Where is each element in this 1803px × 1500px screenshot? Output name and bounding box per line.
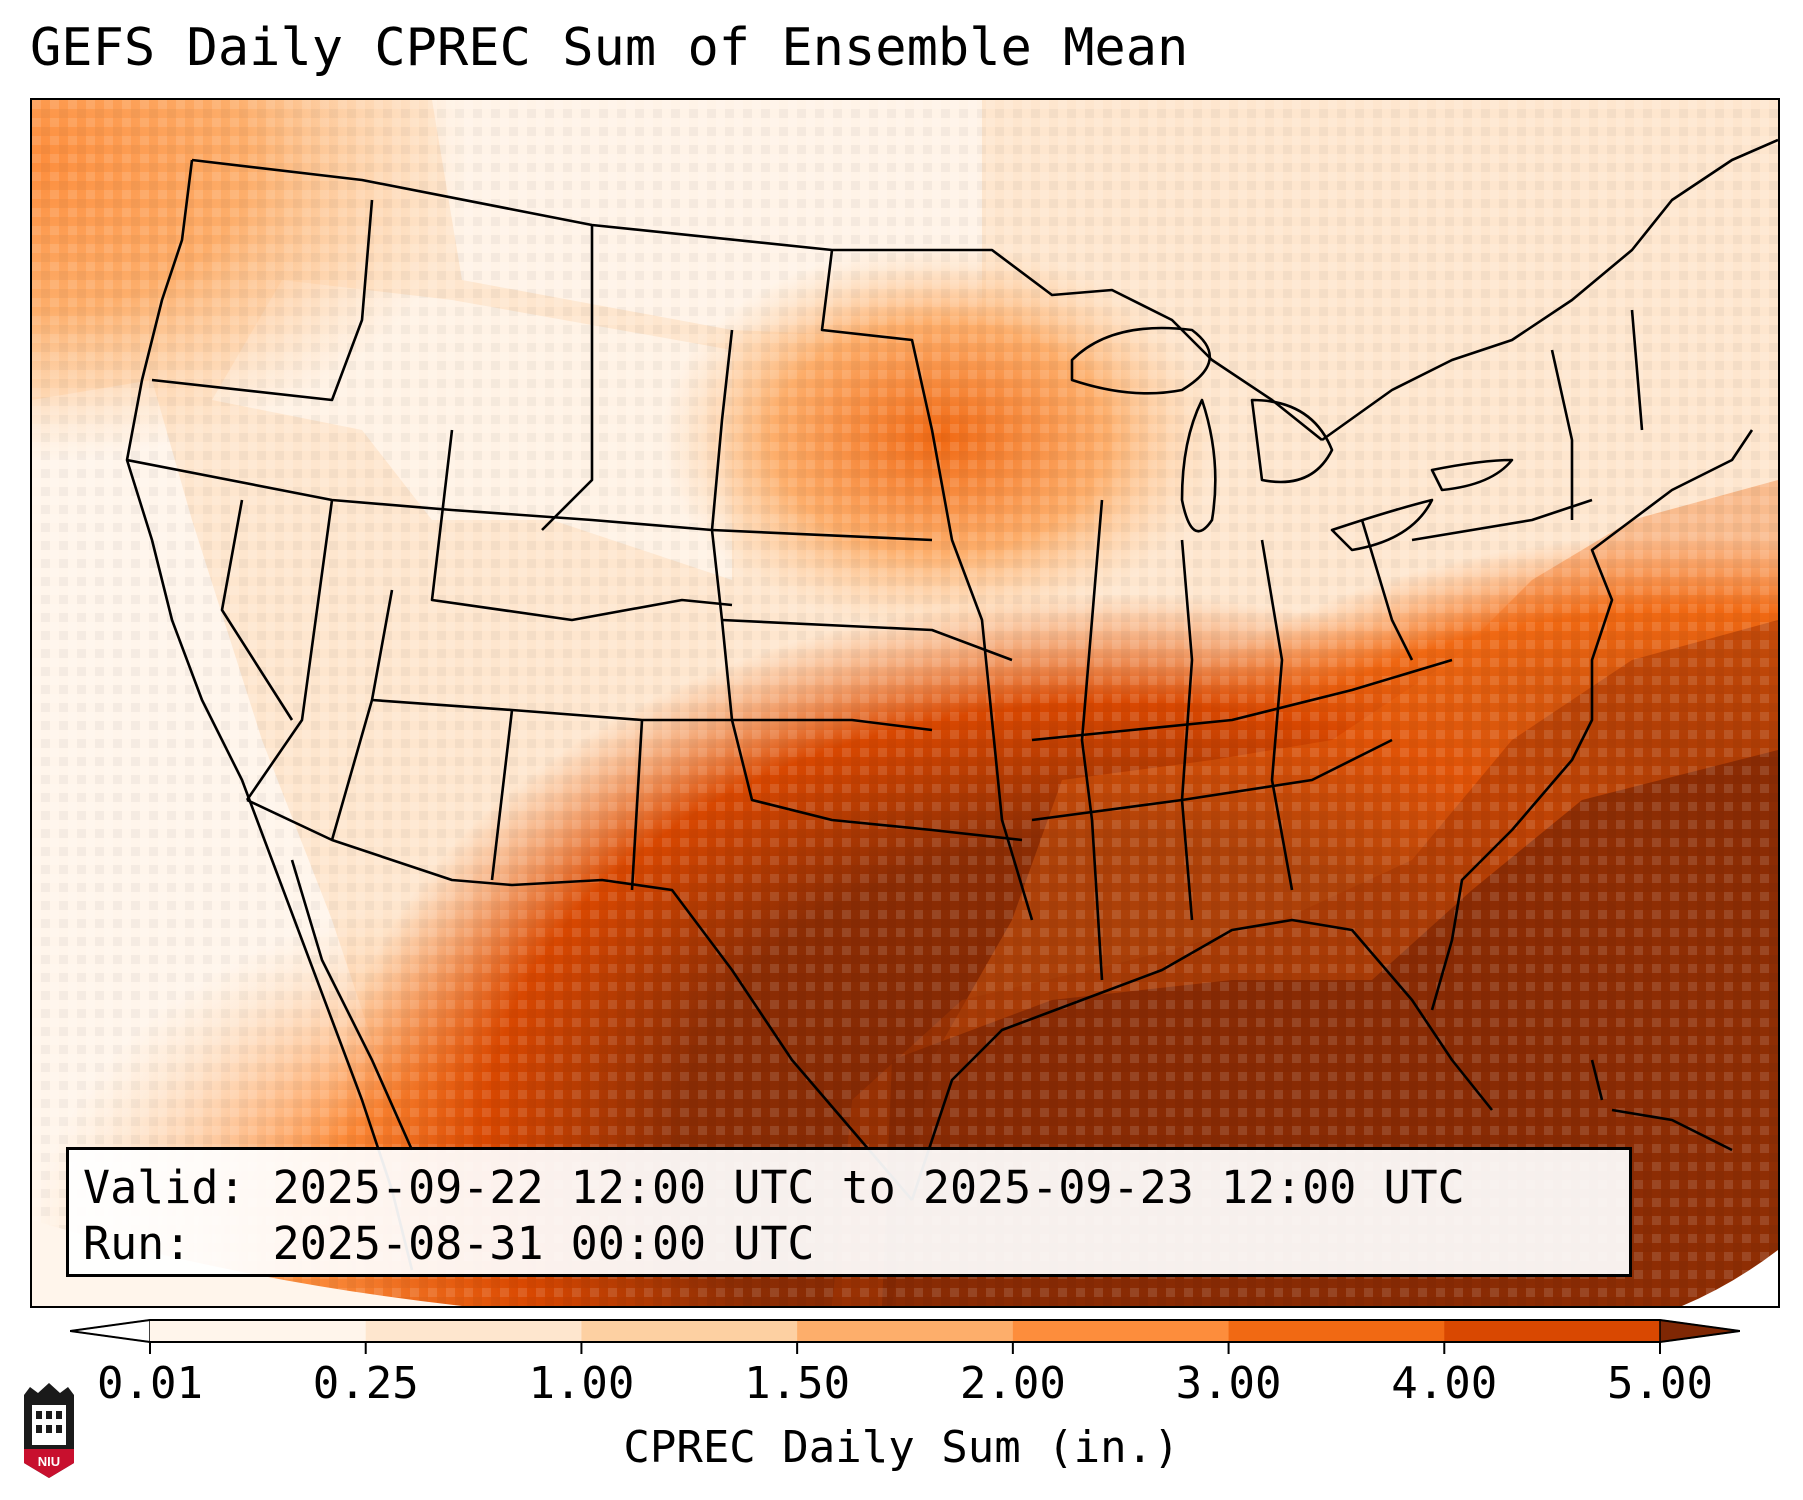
border-lines: [125, 138, 1778, 1271]
state-line-h: [490, 709, 514, 881]
map-title: GEFS Daily CPREC Sum of Ensemble Mean: [30, 18, 1189, 78]
colorbar-segment: [150, 1320, 367, 1342]
lake-michigan: [1180, 398, 1217, 533]
state-line-r: [1180, 539, 1194, 921]
lake-ontario: [1430, 458, 1514, 492]
state-line-c: [245, 499, 334, 801]
colorbar-segment: [1444, 1320, 1661, 1342]
valid-run-box: Valid: 2025-09-22 12:00 UTC to 2025-09-2…: [66, 1147, 1632, 1277]
colorbar-segments: [70, 1319, 1740, 1343]
valid-label: Valid:: [83, 1161, 246, 1214]
colorbar-tick-label: 3.00: [1175, 1358, 1282, 1409]
colorbar-label: CPREC Daily Sum (in.): [623, 1422, 1180, 1473]
colorbar-under-arrow: [70, 1319, 151, 1343]
colorbar-tick-label: 2.00: [959, 1358, 1066, 1409]
state-line-p: [1031, 738, 1393, 822]
colorbar-tick-label: 4.00: [1391, 1358, 1498, 1409]
state-line-i: [630, 719, 644, 891]
state-line-b: [151, 199, 374, 402]
niu-logo: NIU: [24, 1383, 74, 1478]
state-line-l: [820, 249, 1034, 921]
state-line-t: [1360, 519, 1414, 661]
state-line-m: [721, 618, 1013, 662]
atlantic-coast: [1430, 429, 1754, 1011]
gulf-coast: [910, 918, 1494, 1201]
valid-value: 2025-09-22 12:00 UTC to 2025-09-23 12:00…: [272, 1161, 1465, 1214]
logo-text: NIU: [38, 1454, 60, 1469]
canada-border: [191, 158, 1323, 442]
colorbar-tick-label: 0.25: [312, 1358, 419, 1409]
colorbar-tick-label: 5.00: [1607, 1358, 1713, 1409]
valid-row: Valid: 2025-09-22 12:00 UTC to 2025-09-2…: [83, 1160, 1629, 1216]
run-value: 2025-08-31 00:00 UTC: [272, 1217, 815, 1270]
colorbar-tick-label: 1.00: [528, 1358, 635, 1409]
run-row: Run: 2025-08-31 00:00 UTC: [83, 1216, 1629, 1272]
state-line-q: [1080, 499, 1104, 981]
west-coast: [125, 159, 414, 1271]
colorbar-tick-label: 0.01: [97, 1358, 203, 1409]
northeast-border: [1321, 138, 1778, 442]
lake-erie: [1330, 498, 1434, 552]
cuba-outline: [1611, 1108, 1733, 1152]
colorbar: [70, 1319, 1740, 1354]
baja-coast: [290, 859, 414, 1151]
run-label: Run:: [83, 1217, 192, 1270]
colorbar-tick-label: 1.50: [744, 1358, 851, 1409]
colorbar-over-arrow: [1659, 1319, 1740, 1343]
lake-superior: [1070, 326, 1211, 395]
state-line-j: [710, 329, 734, 721]
bahamas-outline: [1590, 1059, 1604, 1101]
state-line-n: [730, 719, 1023, 842]
colorbar-segment: [1012, 1320, 1230, 1342]
colorbar-segment: [581, 1320, 798, 1342]
mexico-border: [246, 798, 913, 1201]
grid-texture: [32, 100, 1778, 1306]
state-line-f: [430, 429, 733, 622]
state-line-a: [126, 458, 933, 542]
colorbar-segment: [1228, 1320, 1445, 1342]
logo-banner: [24, 1449, 74, 1478]
state-line-v: [1550, 349, 1574, 520]
state-line-o: [1031, 658, 1453, 742]
precipitation-map: [32, 100, 1778, 1306]
colorbar-ticks: [149, 1342, 1661, 1354]
state-line-s: [1260, 539, 1294, 891]
state-line-w: [1630, 309, 1644, 431]
lake-huron: [1250, 398, 1334, 484]
map-area: [30, 98, 1780, 1308]
state-line-d: [220, 499, 294, 721]
domain-edge: [1682, 1250, 1778, 1306]
colorbar-segment: [365, 1320, 582, 1342]
domain-edge-sw: [32, 1220, 462, 1306]
colorbar-segment: [797, 1320, 1014, 1342]
state-line-k: [541, 225, 594, 531]
